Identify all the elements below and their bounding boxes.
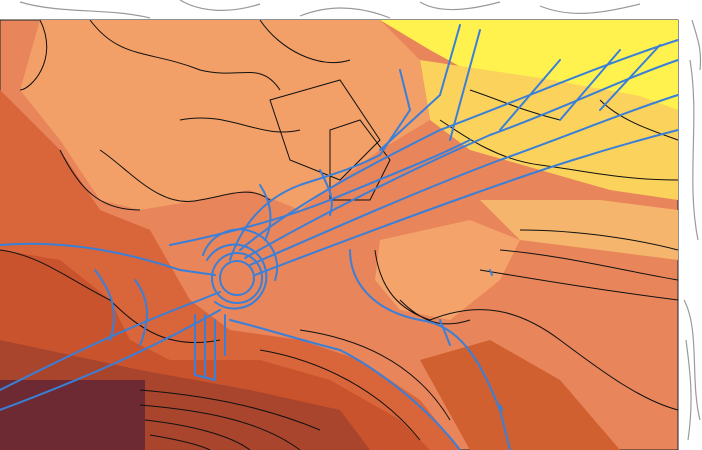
- road-network: [0, 24, 679, 450]
- zone-light: [20, 20, 430, 210]
- contour-lines: [0, 19, 679, 450]
- zone-band: [480, 200, 678, 260]
- background-sketch: [19, 0, 702, 441]
- zone-light-2: [375, 220, 520, 320]
- zone-dark-2: [420, 340, 620, 450]
- map-frame: [0, 19, 679, 450]
- zone-low: [0, 380, 145, 450]
